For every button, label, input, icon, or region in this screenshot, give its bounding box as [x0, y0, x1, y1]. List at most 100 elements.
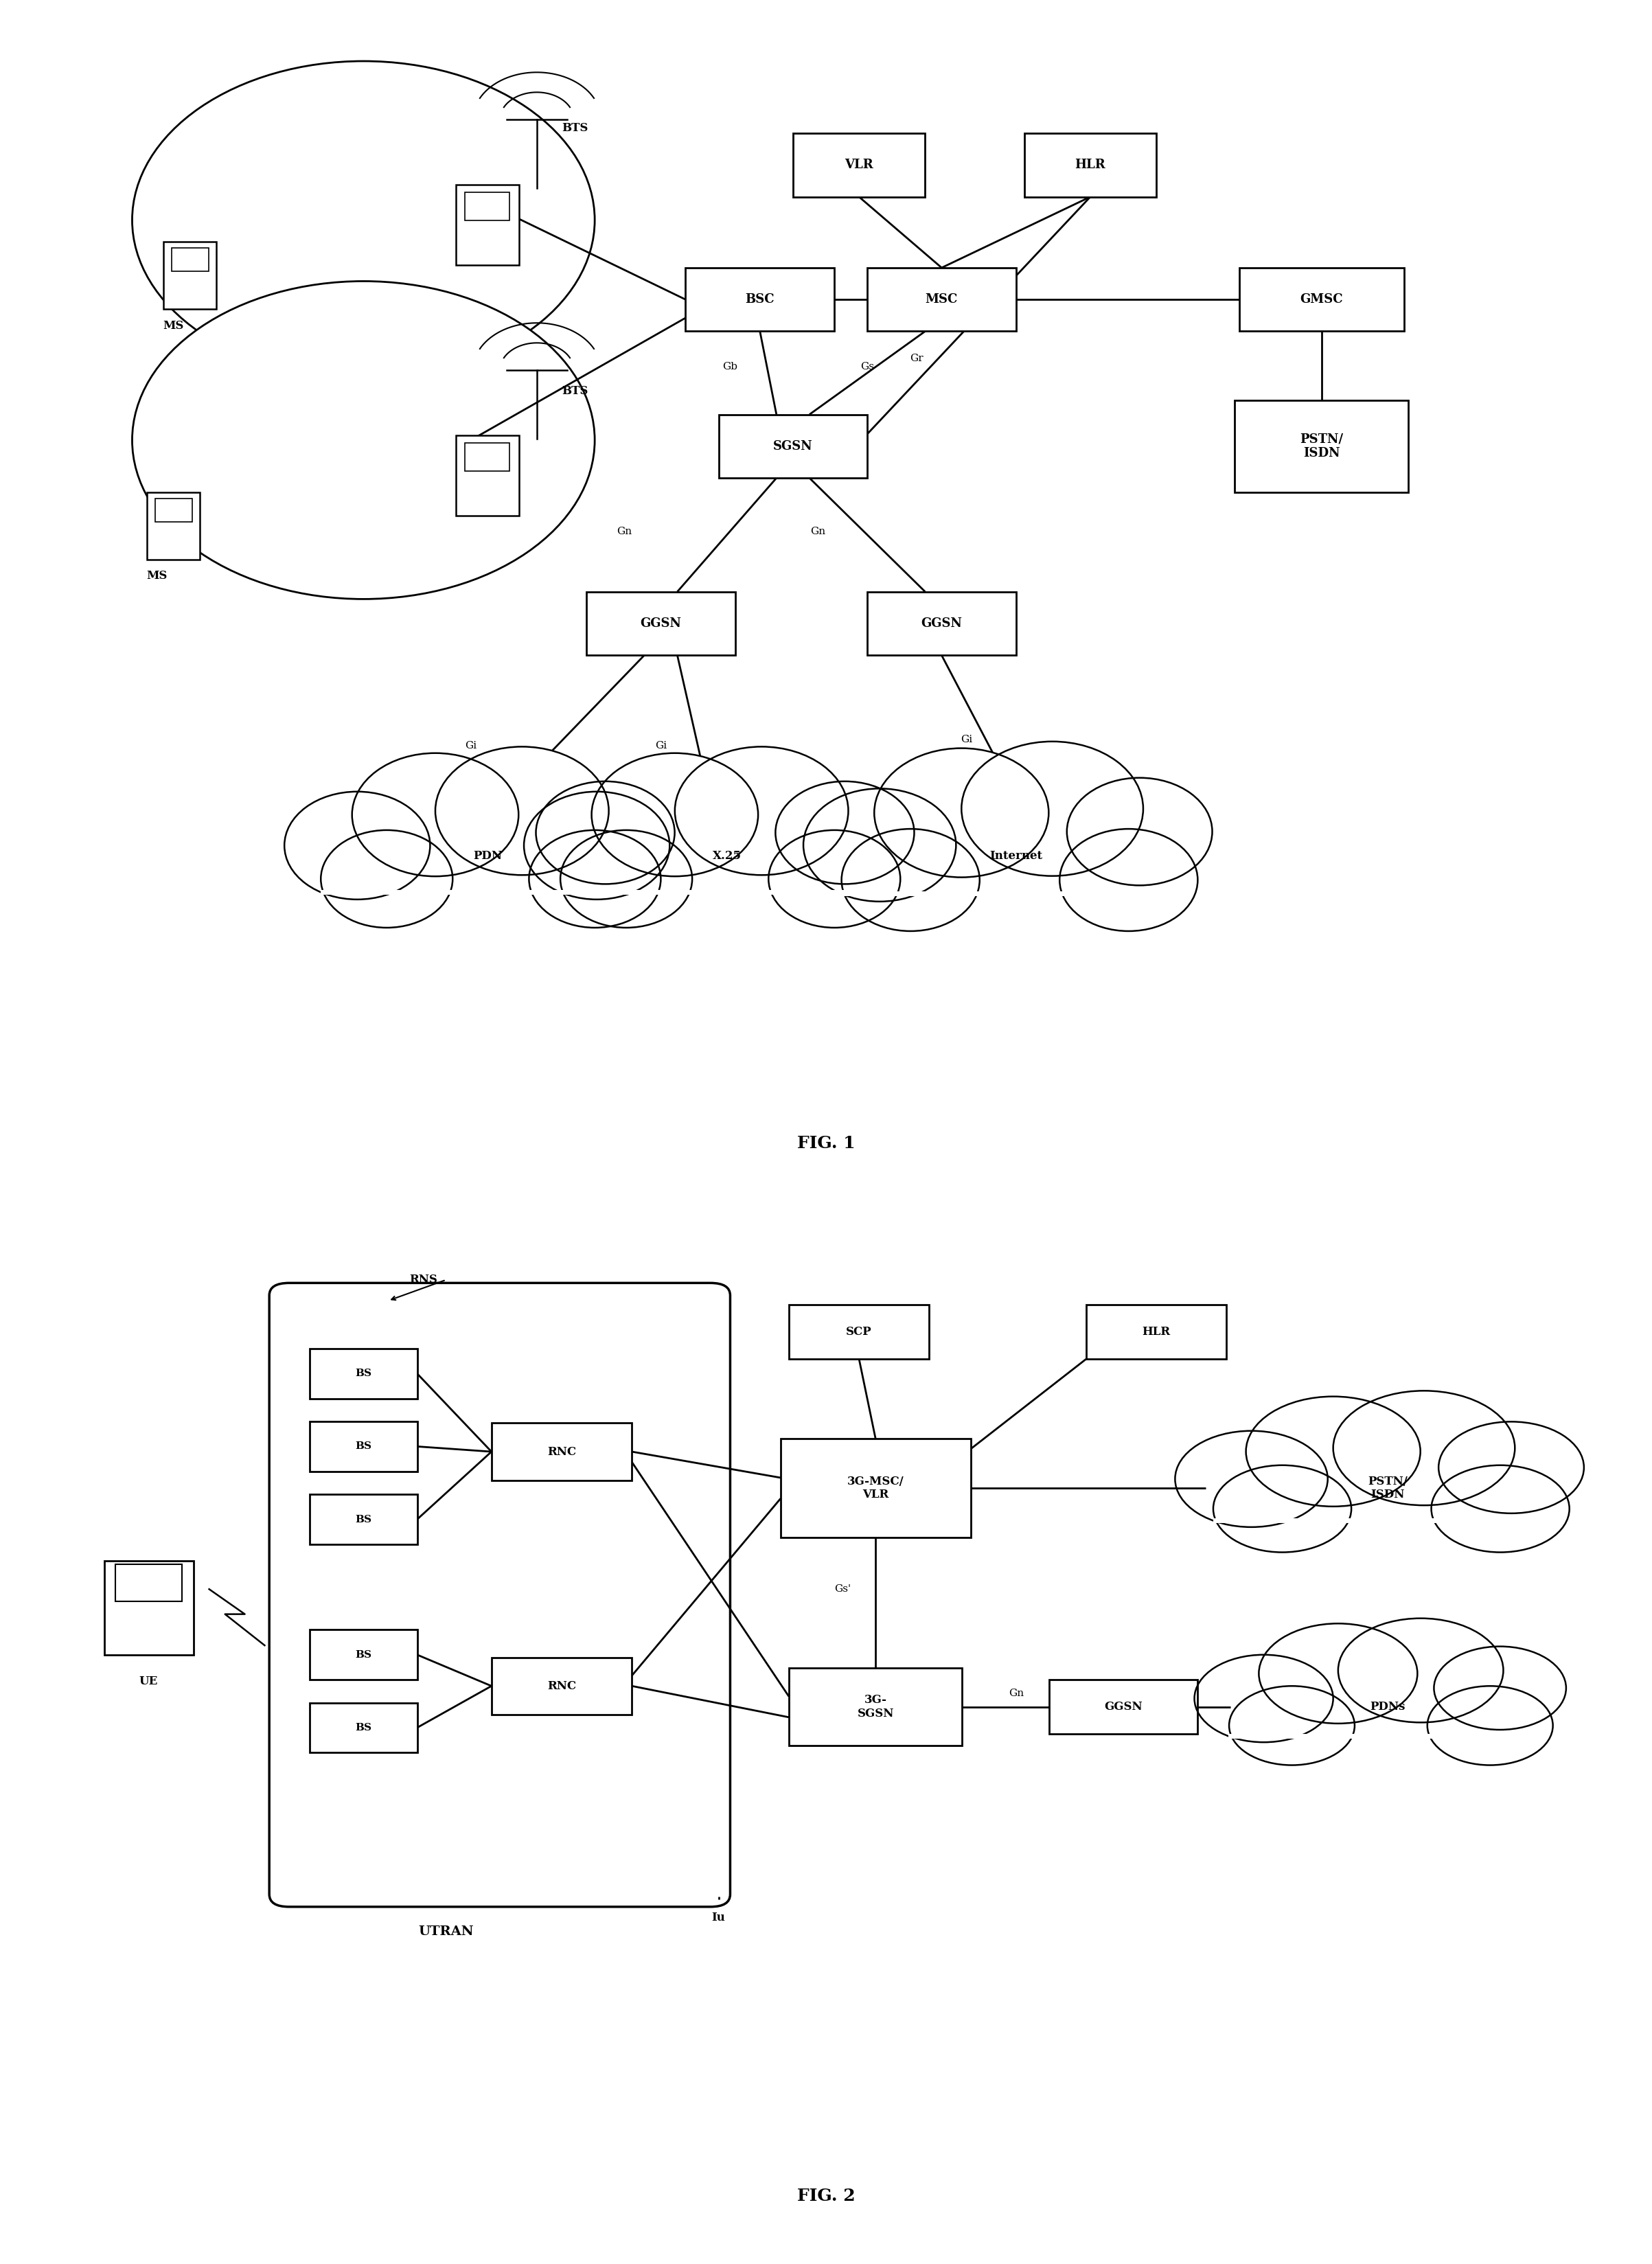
- Bar: [116, 1564, 182, 1601]
- Bar: [456, 186, 519, 265]
- Bar: [155, 498, 192, 523]
- Text: RNC: RNC: [547, 1680, 577, 1691]
- Text: FIG. 2: FIG. 2: [796, 2187, 856, 2205]
- Text: RNC: RNC: [547, 1447, 577, 1458]
- Text: PDN: PDN: [472, 849, 502, 863]
- Ellipse shape: [132, 281, 595, 600]
- Text: BTS: BTS: [562, 385, 588, 396]
- Text: PSTN/
ISDN: PSTN/ ISDN: [1368, 1476, 1408, 1501]
- Circle shape: [874, 747, 1049, 878]
- Circle shape: [352, 754, 519, 876]
- Bar: [492, 1657, 633, 1714]
- Bar: [686, 267, 834, 331]
- Text: Gi: Gi: [654, 740, 667, 752]
- Text: BS: BS: [355, 1723, 372, 1732]
- Bar: [456, 435, 519, 516]
- Circle shape: [1175, 1431, 1328, 1528]
- Bar: [1087, 1304, 1226, 1358]
- Bar: [1236, 401, 1409, 491]
- Text: Gn: Gn: [809, 528, 826, 537]
- Bar: [790, 1304, 928, 1358]
- Bar: [586, 591, 735, 654]
- Polygon shape: [1222, 1696, 1553, 1736]
- Text: BSC: BSC: [745, 294, 775, 306]
- Polygon shape: [1206, 1476, 1569, 1519]
- Text: Gn: Gn: [1008, 1689, 1024, 1698]
- Bar: [164, 242, 216, 308]
- Circle shape: [535, 781, 674, 883]
- Text: BS: BS: [355, 1370, 372, 1379]
- Circle shape: [529, 831, 661, 928]
- Text: Gi: Gi: [960, 736, 973, 745]
- Circle shape: [560, 831, 692, 928]
- Circle shape: [284, 792, 430, 899]
- Text: GMSC: GMSC: [1300, 294, 1343, 306]
- Text: PSTN/
ISDN: PSTN/ ISDN: [1300, 432, 1343, 460]
- Bar: [793, 134, 925, 197]
- Text: UTRAN: UTRAN: [418, 1924, 474, 1938]
- Text: Gb: Gb: [722, 362, 738, 371]
- Text: FIG. 1: FIG. 1: [796, 1134, 856, 1152]
- Circle shape: [1067, 779, 1213, 885]
- Circle shape: [674, 747, 849, 876]
- Circle shape: [1059, 829, 1198, 931]
- Bar: [790, 1669, 961, 1746]
- FancyBboxPatch shape: [269, 1284, 730, 1906]
- Bar: [172, 247, 208, 272]
- Bar: [147, 491, 200, 559]
- Polygon shape: [834, 842, 1198, 894]
- Text: VLR: VLR: [844, 158, 874, 172]
- Bar: [104, 1562, 193, 1655]
- Text: MS: MS: [164, 319, 183, 333]
- Text: RNS: RNS: [410, 1275, 438, 1286]
- Circle shape: [1427, 1687, 1553, 1766]
- Text: Gs': Gs': [834, 1585, 851, 1594]
- Text: Gi: Gi: [464, 740, 477, 752]
- Bar: [781, 1438, 971, 1537]
- Bar: [311, 1422, 416, 1472]
- Circle shape: [1434, 1646, 1566, 1730]
- Circle shape: [768, 831, 900, 928]
- Bar: [311, 1703, 416, 1752]
- Text: Iu: Iu: [712, 1913, 725, 1924]
- Text: BTS: BTS: [562, 122, 588, 134]
- Text: GGSN: GGSN: [922, 618, 961, 629]
- Text: UE: UE: [139, 1675, 159, 1687]
- Text: BS: BS: [355, 1650, 372, 1660]
- Ellipse shape: [132, 61, 595, 378]
- Bar: [492, 1424, 633, 1481]
- Circle shape: [961, 743, 1143, 876]
- Circle shape: [1213, 1465, 1351, 1553]
- Polygon shape: [314, 842, 661, 892]
- Text: Gn: Gn: [616, 528, 633, 537]
- Text: HLR: HLR: [1142, 1327, 1171, 1338]
- Circle shape: [803, 788, 957, 901]
- Circle shape: [1439, 1422, 1584, 1512]
- Text: SCP: SCP: [846, 1327, 872, 1338]
- Text: 3G-
SGSN: 3G- SGSN: [857, 1693, 894, 1718]
- Circle shape: [1246, 1397, 1421, 1506]
- Circle shape: [591, 754, 758, 876]
- Bar: [719, 414, 867, 478]
- Text: 3G-MSC/
VLR: 3G-MSC/ VLR: [847, 1476, 904, 1501]
- Bar: [1049, 1680, 1198, 1734]
- Bar: [311, 1630, 416, 1680]
- Circle shape: [841, 829, 980, 931]
- Text: X.25: X.25: [712, 849, 742, 863]
- Bar: [311, 1494, 416, 1544]
- Bar: [466, 192, 509, 220]
- Text: MS: MS: [147, 571, 167, 582]
- Bar: [1024, 134, 1156, 197]
- Circle shape: [1431, 1465, 1569, 1553]
- Circle shape: [1259, 1623, 1417, 1723]
- Circle shape: [1338, 1619, 1503, 1723]
- Polygon shape: [553, 842, 900, 892]
- Bar: [311, 1349, 416, 1399]
- Text: HLR: HLR: [1075, 158, 1105, 172]
- Text: BS: BS: [355, 1515, 372, 1524]
- Bar: [466, 444, 509, 471]
- Circle shape: [1194, 1655, 1333, 1743]
- Bar: [1239, 267, 1404, 331]
- Text: GGSN: GGSN: [1104, 1700, 1143, 1712]
- Circle shape: [524, 792, 669, 899]
